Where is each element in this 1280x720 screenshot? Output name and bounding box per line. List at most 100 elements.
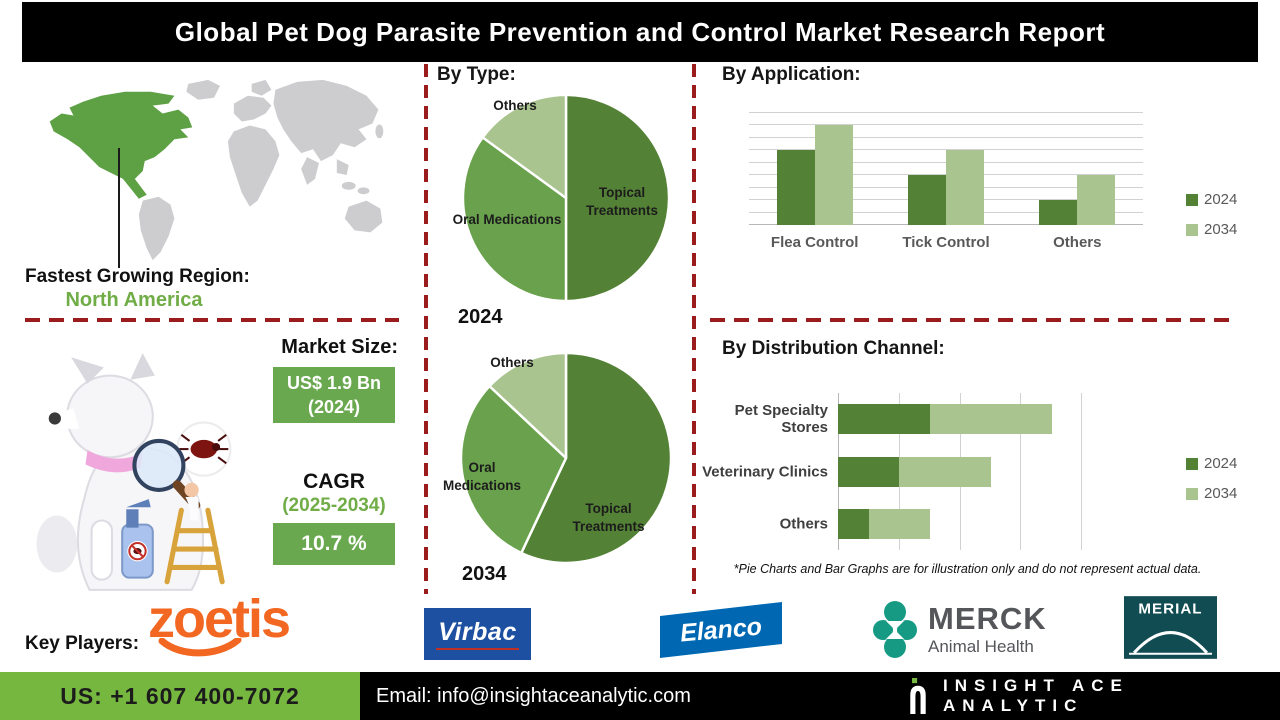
legend-label-2034: 2034: [1204, 485, 1238, 502]
dog-collar: [85, 450, 143, 473]
zoetis-swoosh: [158, 638, 242, 657]
legend-swatch-2034: [1186, 223, 1198, 236]
cagr-period: (2025-2034): [282, 495, 386, 516]
legend-item-2034: 2034: [1186, 221, 1237, 238]
gridline: [749, 124, 1143, 126]
bar-2034-tick-control: [946, 150, 984, 225]
virbac-red-line: [435, 648, 520, 650]
map-scandinavia: [251, 79, 272, 96]
merck-logo-subtext: Animal Health: [928, 637, 1034, 656]
pie1-year-label: 2024: [458, 306, 503, 328]
dog-illustration: [36, 353, 232, 591]
map-greenland: [186, 79, 220, 100]
merck-icon: [873, 601, 917, 658]
pie-slice-others: [481, 93, 568, 200]
legend-item-2024: 2024: [1186, 191, 1237, 208]
merial-dome: [1132, 631, 1209, 654]
pie-slice-oral-medications: [459, 384, 568, 555]
divider-vertical-left: [424, 64, 428, 594]
merial-logo-text: MERIAL: [1138, 600, 1202, 617]
category-label-others: Others: [779, 515, 828, 533]
gridline: [749, 112, 1143, 113]
pie2-others-label: Others: [490, 355, 534, 370]
bar-2034-pet-specialty-stores: [929, 404, 1052, 435]
footer-contact-bar: Email: info@insightaceanalytic.com: [360, 672, 1280, 720]
category-label-tick-control: Tick Control: [902, 234, 990, 251]
elanco-logo: Elanco: [660, 600, 782, 665]
legend-label-2034: 2034: [1204, 221, 1238, 238]
pie-chart-by-type-2024: [460, 92, 672, 304]
key-players-label: Key Players:: [25, 633, 140, 654]
bar-2024-tick-control: [908, 175, 946, 225]
category-label-others: Others: [1053, 234, 1102, 251]
category-label-flea-control: Flea Control: [770, 234, 859, 251]
page-title: Global Pet Dog Parasite Prevention and C…: [22, 2, 1258, 62]
pie-chart-by-type-2034: [458, 350, 674, 566]
market-size-value-box: US$ 1.9 Bn (2024): [273, 367, 395, 423]
dog-nose: [48, 412, 61, 425]
category-label-veterinary-clinics: Veterinary Clinics: [702, 462, 828, 480]
phone-number: US: +1 607 400-7072: [60, 682, 300, 709]
map-india: [301, 157, 319, 185]
legend-item-2024: 2024: [1186, 455, 1237, 472]
bar-2034-others: [868, 508, 930, 539]
virbac-logo-text: Virbac: [438, 618, 517, 646]
divider-horizontal-left: [25, 318, 399, 322]
market-size-value: US$ 1.9 Bn: [286, 372, 382, 393]
pie-slice-topical-treatments: [564, 93, 671, 303]
pie-slice-topical-treatments: [520, 351, 673, 565]
legend-swatch-2024: [1186, 193, 1198, 206]
market-size-year: (2024): [307, 397, 361, 417]
gridline: [1081, 393, 1082, 550]
bar-2034-veterinary-clinics: [899, 456, 991, 487]
legend-item-2034: 2034: [1186, 485, 1237, 502]
bar-2024-others: [838, 508, 869, 539]
legend-swatch-2024: [1186, 457, 1198, 470]
virbac-logo: Virbac: [424, 608, 531, 660]
legend-swatch-2034: [1186, 487, 1198, 500]
pie1-others-label: Others: [493, 98, 537, 113]
email-address: Email: info@insightaceanalytic.com: [376, 684, 691, 707]
divider-vertical-right: [692, 64, 696, 594]
zoetis-logo: zoetis: [148, 592, 353, 662]
bar-chart-by-application: Flea Control Tick Control Others: [749, 112, 1143, 251]
region-pointer-line: [118, 148, 120, 268]
pie2-oral-label: Oral Medications: [442, 460, 521, 493]
person-figure: [184, 482, 199, 498]
market-size-label: Market Size:: [281, 336, 398, 358]
tick-icon: [190, 439, 218, 459]
bar-2024-others: [1039, 200, 1078, 225]
bar-2034-flea-control: [814, 125, 853, 225]
fastest-growing-region-value: North America: [65, 289, 203, 311]
map-south-america: [138, 196, 175, 261]
fastest-growing-region-label: Fastest Growing Region:: [25, 266, 250, 287]
map-europe: [233, 95, 272, 122]
cagr-value-box: 10.7 %: [273, 523, 395, 565]
bar-2024-pet-specialty-stores: [838, 404, 930, 435]
insight-ace-a-icon: [910, 678, 926, 714]
cagr-label: CAGR: [303, 470, 365, 493]
pie2-year-label: 2034: [462, 563, 507, 585]
bar-chart-by-distribution: Pet Specialty Stores Veterinary Clinics Ot…: [702, 393, 1082, 550]
pie1-topical-label: Topical Treatments: [585, 185, 659, 218]
merck-logo-text: MERCK: [928, 601, 1047, 636]
gridline: [749, 136, 1143, 138]
by-distribution-heading: By Distribution Channel:: [722, 338, 945, 359]
illustration-footnote: *Pie Charts and Bar Graphs are for illus…: [733, 562, 1202, 576]
map-north-america-highlight: [49, 91, 193, 199]
bar-2024-veterinary-clinics: [838, 456, 899, 487]
bar-2024-flea-control: [776, 150, 815, 225]
pie2-topical-label: Topical Treatments: [572, 501, 645, 534]
legend-by-application: 2024 2034: [1186, 191, 1237, 238]
legend-label-2024: 2024: [1204, 455, 1238, 472]
pie-slice-others: [488, 351, 568, 460]
by-application-heading: By Application:: [722, 64, 861, 85]
pie1-oral-label: Oral Medications: [452, 212, 562, 227]
footer-phone-bar: US: +1 607 400-7072: [0, 672, 360, 720]
magnifier-icon: [132, 438, 186, 492]
merck-logo: MERCK Animal Health: [872, 600, 1047, 660]
insight-ace-brand-text: INSIGHT ACE ANALYTIC: [942, 676, 1129, 715]
gridline: [1020, 393, 1022, 550]
map-africa: [227, 125, 280, 207]
